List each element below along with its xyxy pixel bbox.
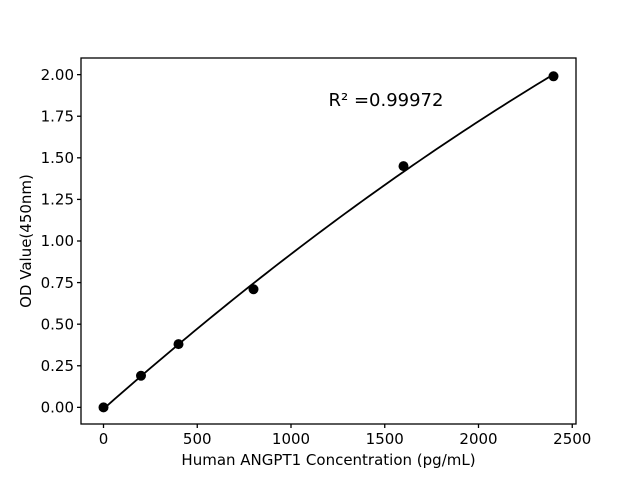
y-tick-label: 2.00 <box>41 66 74 84</box>
x-axis-label: Human ANGPT1 Concentration (pg/mL) <box>181 451 475 469</box>
y-axis-label: OD Value(450nm) <box>17 174 35 308</box>
data-point <box>398 161 409 172</box>
y-tick-label: 0.50 <box>41 315 74 333</box>
plot-frame <box>80 57 577 425</box>
y-tick-label: 1.25 <box>41 191 74 209</box>
r-squared-annotation: R² =0.99972 <box>329 90 444 111</box>
data-point <box>548 71 559 82</box>
x-tick-label: 2500 <box>553 430 591 448</box>
y-tick-label: 1.75 <box>41 107 74 125</box>
fit-curve-line <box>102 73 555 410</box>
y-tick-label: 0.25 <box>41 357 74 375</box>
x-tick-label: 1500 <box>366 430 404 448</box>
x-tick-label: 500 <box>183 430 212 448</box>
y-axis-ticks: 0.00 0.25 0.50 0.75 1.00 1.25 1.50 1.75 2.00 <box>41 66 81 417</box>
x-axis-ticks: 0 500 1000 1500 2000 2500 <box>99 424 591 448</box>
data-points <box>98 71 559 413</box>
x-tick-label: 0 <box>99 430 109 448</box>
data-point <box>136 370 146 381</box>
y-tick-label: 0.75 <box>41 274 74 292</box>
data-point <box>173 339 184 350</box>
data-point <box>98 402 109 413</box>
y-tick-label: 1.50 <box>41 149 74 167</box>
data-point <box>248 284 259 295</box>
x-tick-label: 1000 <box>272 430 310 448</box>
y-tick-label: 1.00 <box>41 232 74 250</box>
x-tick-label: 2000 <box>459 430 497 448</box>
y-tick-label: 0.00 <box>41 399 74 417</box>
